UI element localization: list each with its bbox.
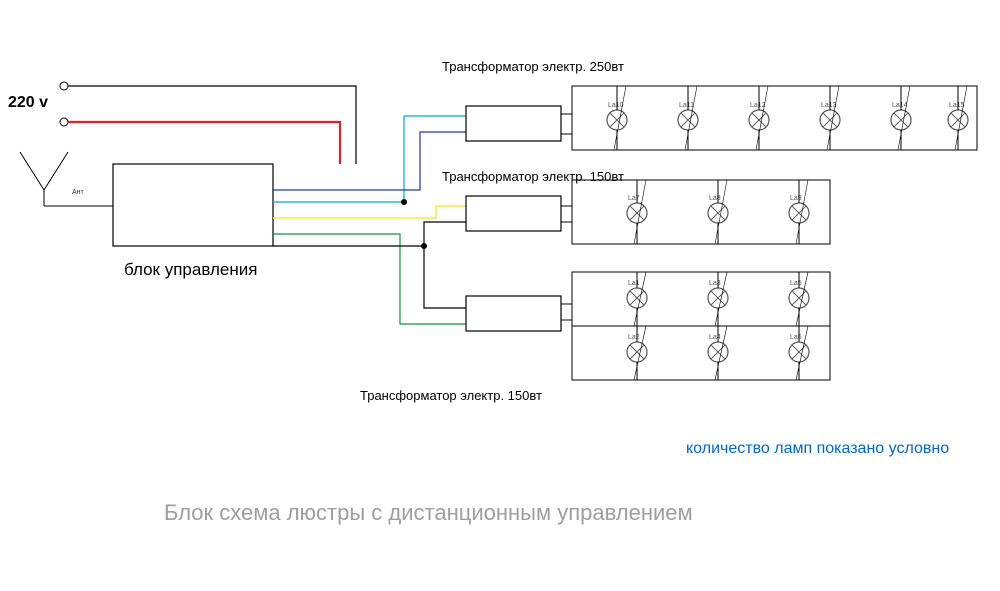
control-block-label: блок управления <box>124 260 257 280</box>
svg-text:La13: La13 <box>821 102 837 109</box>
transformer2-label: Трансформатор электр. 150вт <box>442 169 624 184</box>
transformer1-label: Трансформатор электр. 250вт <box>442 59 624 74</box>
svg-text:La6: La6 <box>790 334 802 341</box>
svg-text:La3: La3 <box>709 280 721 287</box>
svg-text:La10: La10 <box>608 102 624 109</box>
diagram-title: Блок схема люстры с дистанционным управл… <box>164 500 693 526</box>
antenna-label: Ант <box>72 189 84 196</box>
svg-text:La11: La11 <box>679 102 694 109</box>
svg-text:La12: La12 <box>750 102 766 109</box>
svg-text:La4: La4 <box>709 334 721 341</box>
svg-text:La14: La14 <box>892 102 908 109</box>
svg-text:La15: La15 <box>949 102 965 109</box>
voltage-label: 220 v <box>8 94 48 112</box>
svg-text:La2: La2 <box>628 334 640 341</box>
transformer3-label: Трансформатор электр. 150вт <box>360 388 542 403</box>
lamp-note: количество ламп показано условно <box>686 440 949 458</box>
svg-text:La7: La7 <box>628 195 640 202</box>
svg-text:La9: La9 <box>790 195 802 202</box>
svg-text:La8: La8 <box>709 195 721 202</box>
svg-text:La5: La5 <box>790 280 802 287</box>
svg-text:La1: La1 <box>628 280 640 287</box>
